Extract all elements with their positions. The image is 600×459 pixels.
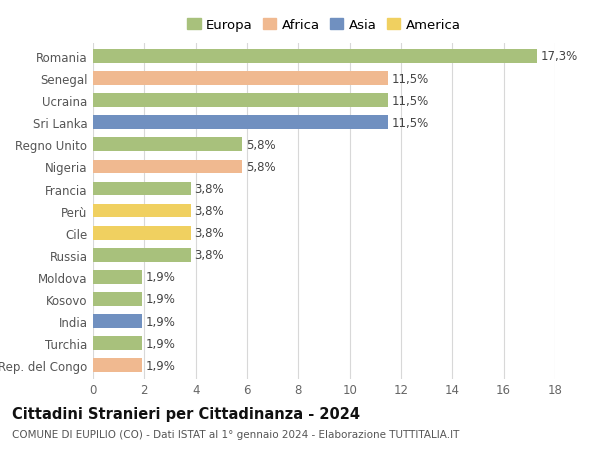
- Text: 1,9%: 1,9%: [146, 271, 175, 284]
- Bar: [93, 248, 191, 262]
- Text: 11,5%: 11,5%: [392, 117, 429, 129]
- Bar: [93, 50, 537, 64]
- Text: 11,5%: 11,5%: [392, 95, 429, 107]
- Text: Cittadini Stranieri per Cittadinanza - 2024: Cittadini Stranieri per Cittadinanza - 2…: [12, 406, 360, 421]
- Text: 1,9%: 1,9%: [146, 337, 175, 350]
- Text: 11,5%: 11,5%: [392, 73, 429, 85]
- Bar: [93, 116, 388, 130]
- Bar: [93, 336, 142, 350]
- Bar: [93, 72, 388, 86]
- Text: 5,8%: 5,8%: [246, 139, 275, 151]
- Text: 17,3%: 17,3%: [541, 50, 578, 63]
- Legend: Europa, Africa, Asia, America: Europa, Africa, Asia, America: [185, 17, 463, 35]
- Text: 1,9%: 1,9%: [146, 315, 175, 328]
- Bar: [93, 204, 191, 218]
- Text: 5,8%: 5,8%: [246, 161, 275, 174]
- Text: 3,8%: 3,8%: [194, 227, 224, 240]
- Bar: [93, 182, 191, 196]
- Bar: [93, 226, 191, 240]
- Text: 1,9%: 1,9%: [146, 359, 175, 372]
- Text: 3,8%: 3,8%: [194, 183, 224, 196]
- Text: COMUNE DI EUPILIO (CO) - Dati ISTAT al 1° gennaio 2024 - Elaborazione TUTTITALIA: COMUNE DI EUPILIO (CO) - Dati ISTAT al 1…: [12, 429, 460, 439]
- Bar: [93, 160, 242, 174]
- Text: 3,8%: 3,8%: [194, 205, 224, 218]
- Bar: [93, 138, 242, 152]
- Bar: [93, 314, 142, 328]
- Bar: [93, 270, 142, 284]
- Text: 1,9%: 1,9%: [146, 293, 175, 306]
- Text: 3,8%: 3,8%: [194, 249, 224, 262]
- Bar: [93, 358, 142, 372]
- Bar: [93, 292, 142, 306]
- Bar: [93, 94, 388, 108]
